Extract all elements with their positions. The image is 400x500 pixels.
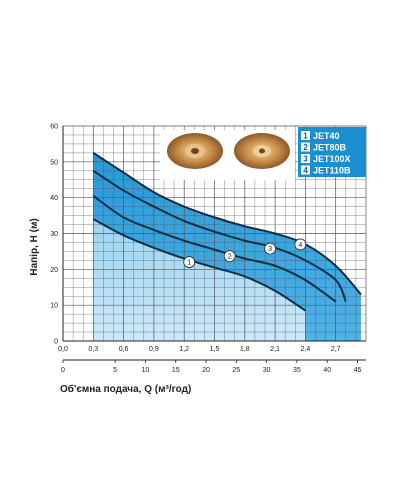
- legend-number-box: [301, 165, 310, 175]
- x-top-tick-label: 2,4: [301, 346, 311, 353]
- series-marker-label: 1: [187, 260, 191, 267]
- x-bottom-tick-label: 45: [354, 367, 362, 374]
- series-curves: [92, 152, 362, 312]
- x-top-tick-label: 1,5: [210, 346, 220, 353]
- series-marker-circle: [264, 242, 276, 255]
- legend-entry-jet100x: JET100X: [313, 154, 351, 164]
- y-tick-label: 0: [54, 339, 58, 346]
- legend-number-box: [301, 142, 310, 152]
- x-bottom-tick-label: 20: [202, 367, 210, 374]
- x-bottom-tick-label: 40: [323, 367, 331, 374]
- x-top-tick-label: 1,2: [179, 346, 189, 353]
- y-tick-label: 40: [50, 195, 58, 202]
- legend-entry-jet40: JET40: [313, 131, 340, 141]
- x-top-tick-label: 2,7: [331, 346, 341, 353]
- legend-entry-jet110b: JET110B: [313, 166, 351, 176]
- series-line-jet110b: [92, 152, 362, 296]
- series-line-jet80b: [92, 195, 337, 303]
- y-tick-label: 10: [50, 303, 58, 310]
- y-tick-label: 50: [50, 159, 58, 166]
- x-top-tick-label: 0,3: [88, 346, 98, 353]
- legend-number-box: [301, 131, 310, 140]
- series-marker-circle: [223, 250, 236, 263]
- legend-number: 3: [303, 155, 308, 164]
- series-line-jet100x: [92, 169, 347, 303]
- impeller-photo-1: [160, 130, 230, 180]
- x-axis-title: Об'ємна подача, Q (м³/год): [60, 383, 191, 395]
- x-bottom-tick-label: 30: [263, 367, 271, 374]
- series-marker-circle: [294, 238, 307, 251]
- legend-number: 1: [303, 132, 308, 141]
- legend: 1 JET40 2 JET80B 3 JET100X 4 JET110B: [298, 127, 366, 177]
- series-marker-label: 4: [298, 242, 302, 249]
- x-bottom-tick-label: 0: [61, 367, 65, 374]
- legend-number-box: [301, 154, 310, 163]
- series-markers: 1 2 3 4: [183, 238, 307, 268]
- axes: [62, 126, 366, 361]
- x-bottom-tick-label: 10: [142, 367, 150, 374]
- x-bottom-tick-label: 15: [172, 367, 180, 374]
- series-line-jet40: [92, 218, 306, 312]
- impeller-photo-2: [230, 130, 295, 180]
- x-top-tick-label: 0,6: [119, 346, 129, 353]
- plot-fill-area: [93, 152, 361, 341]
- legend-entry-jet80b: JET80B: [313, 143, 347, 153]
- series-marker-circle: [183, 256, 196, 268]
- y-tick-label: 20: [50, 267, 58, 274]
- x-bottom-tick-label: 35: [293, 367, 301, 374]
- x-top-tick-label: 0,9: [149, 346, 159, 353]
- y-tick-label: 30: [50, 231, 58, 238]
- x-top-tick-label: 2,1: [270, 346, 280, 353]
- operating-band: [93, 152, 361, 341]
- x-top-tick-label: 0,0: [58, 346, 68, 353]
- legend-number: 2: [303, 143, 308, 152]
- x-bottom-tick-label: 25: [232, 367, 240, 374]
- y-axis-title: Напір, Н (м): [29, 218, 40, 275]
- x-bottom-tick-label: 5: [113, 367, 117, 374]
- y-tick-label: 60: [50, 124, 58, 131]
- x-top-tick-label: 1,8: [240, 346, 250, 353]
- legend-number: 4: [303, 166, 308, 175]
- series-marker-label: 3: [268, 246, 272, 253]
- series-marker-label: 2: [228, 254, 232, 261]
